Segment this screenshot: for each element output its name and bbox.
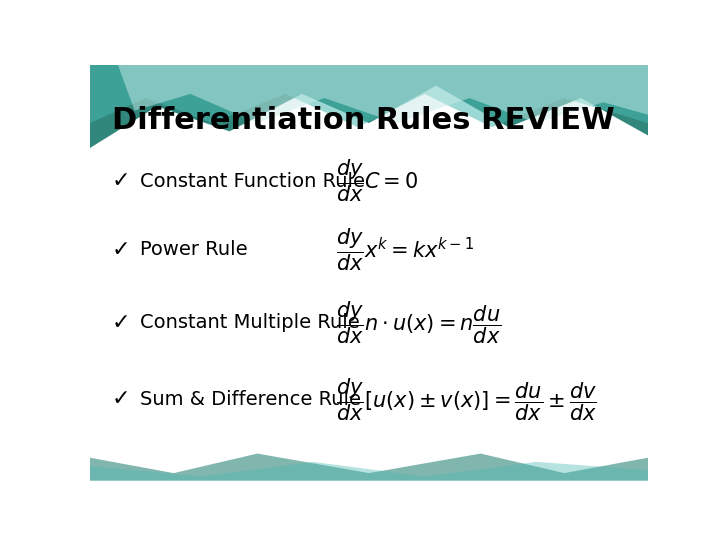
Text: $\dfrac{dy}{dx}\left[u\left(x\right) \pm v\left(x\right)\right] = \dfrac{du}{dx}: $\dfrac{dy}{dx}\left[u\left(x\right) \pm… (336, 376, 597, 423)
Text: $\dfrac{dy}{dx}n \cdot u\left(x\right) = n\dfrac{du}{dx}$: $\dfrac{dy}{dx}n \cdot u\left(x\right) =… (336, 299, 501, 346)
Text: $\dfrac{dy}{dx}C = 0$: $\dfrac{dy}{dx}C = 0$ (336, 158, 418, 205)
Polygon shape (90, 65, 648, 127)
Text: ✓: ✓ (112, 240, 130, 260)
Text: $\dfrac{dy}{dx}x^{k} = kx^{k-1}$: $\dfrac{dy}{dx}x^{k} = kx^{k-1}$ (336, 227, 474, 273)
Polygon shape (90, 462, 648, 481)
Text: ✓: ✓ (112, 313, 130, 333)
Polygon shape (118, 65, 648, 123)
Text: Differentiation Rules REVIEW: Differentiation Rules REVIEW (112, 106, 615, 136)
Text: Constant Function Rule: Constant Function Rule (140, 172, 365, 191)
Text: Power Rule: Power Rule (140, 240, 248, 259)
Polygon shape (90, 65, 648, 148)
Polygon shape (90, 454, 648, 481)
Text: ✓: ✓ (112, 389, 130, 409)
Text: Sum & Difference Rule: Sum & Difference Rule (140, 390, 361, 409)
Text: Constant Multiple Rule: Constant Multiple Rule (140, 313, 360, 332)
Text: ✓: ✓ (112, 171, 130, 191)
